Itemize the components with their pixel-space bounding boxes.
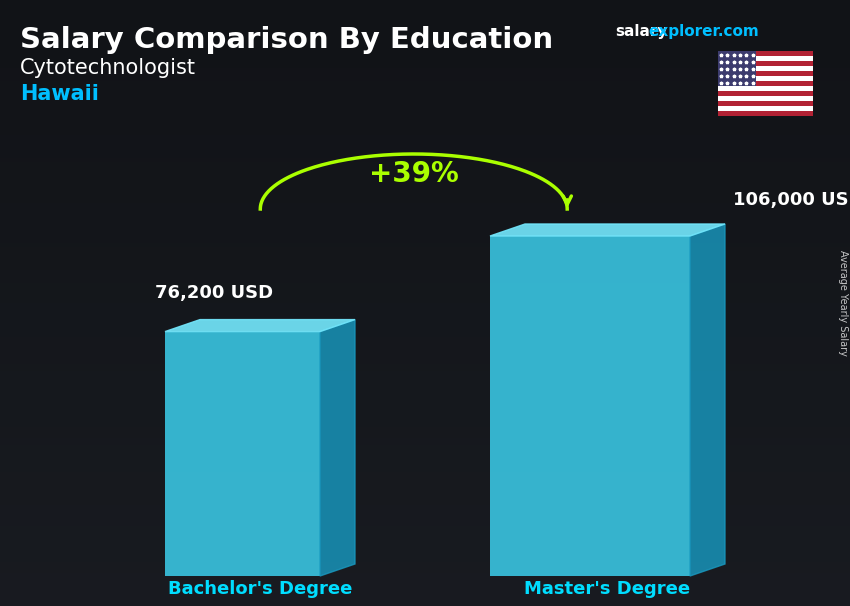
- Bar: [718, 51, 813, 116]
- Polygon shape: [490, 224, 725, 236]
- Text: Bachelor's Degree: Bachelor's Degree: [167, 580, 352, 598]
- Bar: [718, 76, 813, 81]
- Polygon shape: [690, 224, 725, 576]
- Text: +39%: +39%: [369, 159, 459, 187]
- Bar: [718, 86, 813, 91]
- Polygon shape: [165, 319, 355, 331]
- Text: Master's Degree: Master's Degree: [524, 580, 690, 598]
- Bar: [718, 106, 813, 111]
- Polygon shape: [320, 319, 355, 576]
- Bar: [165, 331, 320, 576]
- Bar: [718, 66, 813, 71]
- Text: explorer.com: explorer.com: [648, 24, 759, 39]
- Text: Hawaii: Hawaii: [20, 84, 99, 104]
- Bar: [490, 236, 690, 576]
- Text: salary: salary: [615, 24, 667, 39]
- Text: 106,000 USD: 106,000 USD: [733, 191, 850, 209]
- Bar: [718, 96, 813, 101]
- Text: Salary Comparison By Education: Salary Comparison By Education: [20, 26, 553, 54]
- Bar: [718, 51, 756, 86]
- Text: 76,200 USD: 76,200 USD: [155, 284, 273, 302]
- Text: Cytotechnologist: Cytotechnologist: [20, 58, 196, 78]
- Text: Average Yearly Salary: Average Yearly Salary: [838, 250, 848, 356]
- Bar: [718, 56, 813, 61]
